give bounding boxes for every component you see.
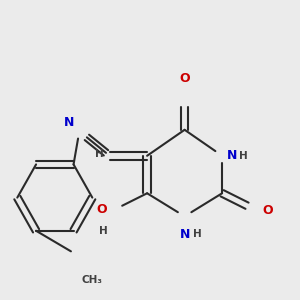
- Text: O: O: [262, 204, 273, 217]
- Text: H: H: [239, 151, 248, 161]
- Text: O: O: [179, 72, 190, 85]
- Text: O: O: [97, 202, 107, 216]
- Text: N: N: [179, 229, 190, 242]
- Text: N: N: [227, 149, 238, 162]
- Text: CH₃: CH₃: [82, 275, 103, 285]
- Text: H: H: [99, 226, 107, 236]
- Text: N: N: [64, 116, 74, 129]
- Text: H: H: [94, 149, 103, 159]
- Text: H: H: [193, 229, 202, 239]
